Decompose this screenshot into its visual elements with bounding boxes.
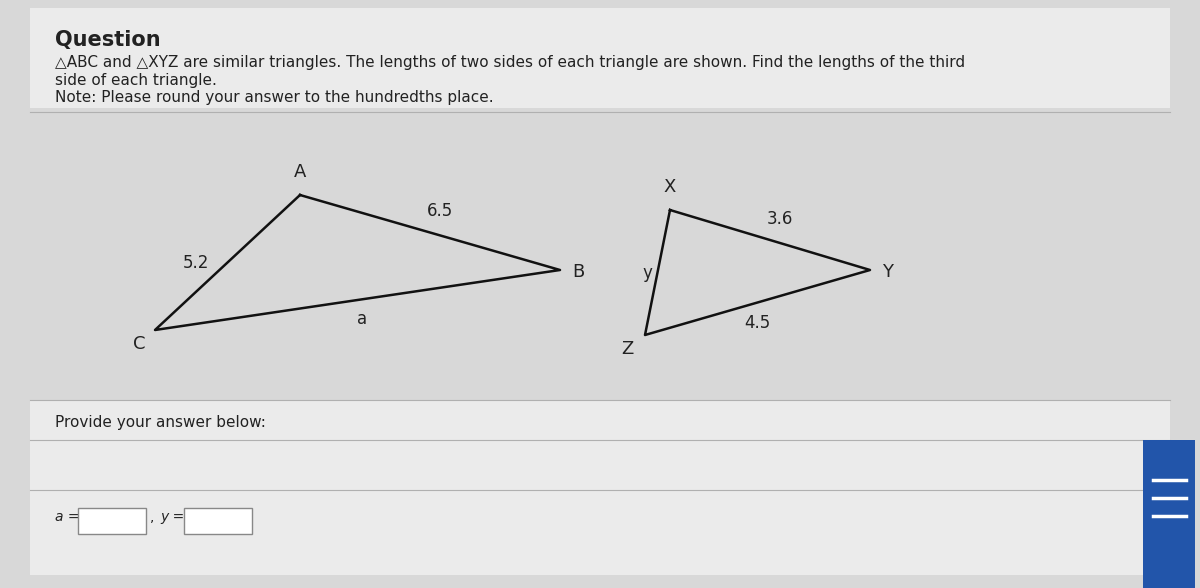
Text: y: y [643, 263, 653, 282]
Text: Z: Z [620, 340, 634, 358]
Text: y =: y = [160, 510, 185, 524]
Text: A: A [294, 163, 306, 181]
Text: B: B [572, 263, 584, 281]
Text: 3.6: 3.6 [767, 210, 793, 228]
Text: Note: Please round your answer to the hundredths place.: Note: Please round your answer to the hu… [55, 90, 493, 105]
FancyBboxPatch shape [184, 508, 252, 534]
Text: △ABC and △XYZ are similar triangles. The lengths of two sides of each triangle a: △ABC and △XYZ are similar triangles. The… [55, 55, 965, 70]
Text: a: a [358, 310, 367, 328]
Text: 4.5: 4.5 [744, 315, 770, 332]
Text: X: X [664, 178, 676, 196]
Text: Question: Question [55, 30, 161, 50]
Text: ,: , [150, 510, 155, 524]
FancyBboxPatch shape [1142, 440, 1195, 588]
FancyBboxPatch shape [78, 508, 146, 534]
Text: Provide your answer below:: Provide your answer below: [55, 415, 266, 430]
Text: side of each triangle.: side of each triangle. [55, 73, 217, 88]
Text: 5.2: 5.2 [184, 253, 210, 272]
Text: C: C [132, 335, 145, 353]
FancyBboxPatch shape [30, 400, 1170, 575]
Text: 6.5: 6.5 [427, 202, 454, 220]
FancyBboxPatch shape [30, 8, 1170, 108]
FancyBboxPatch shape [30, 112, 1170, 397]
Text: a =: a = [55, 510, 79, 524]
Text: Y: Y [882, 263, 893, 281]
